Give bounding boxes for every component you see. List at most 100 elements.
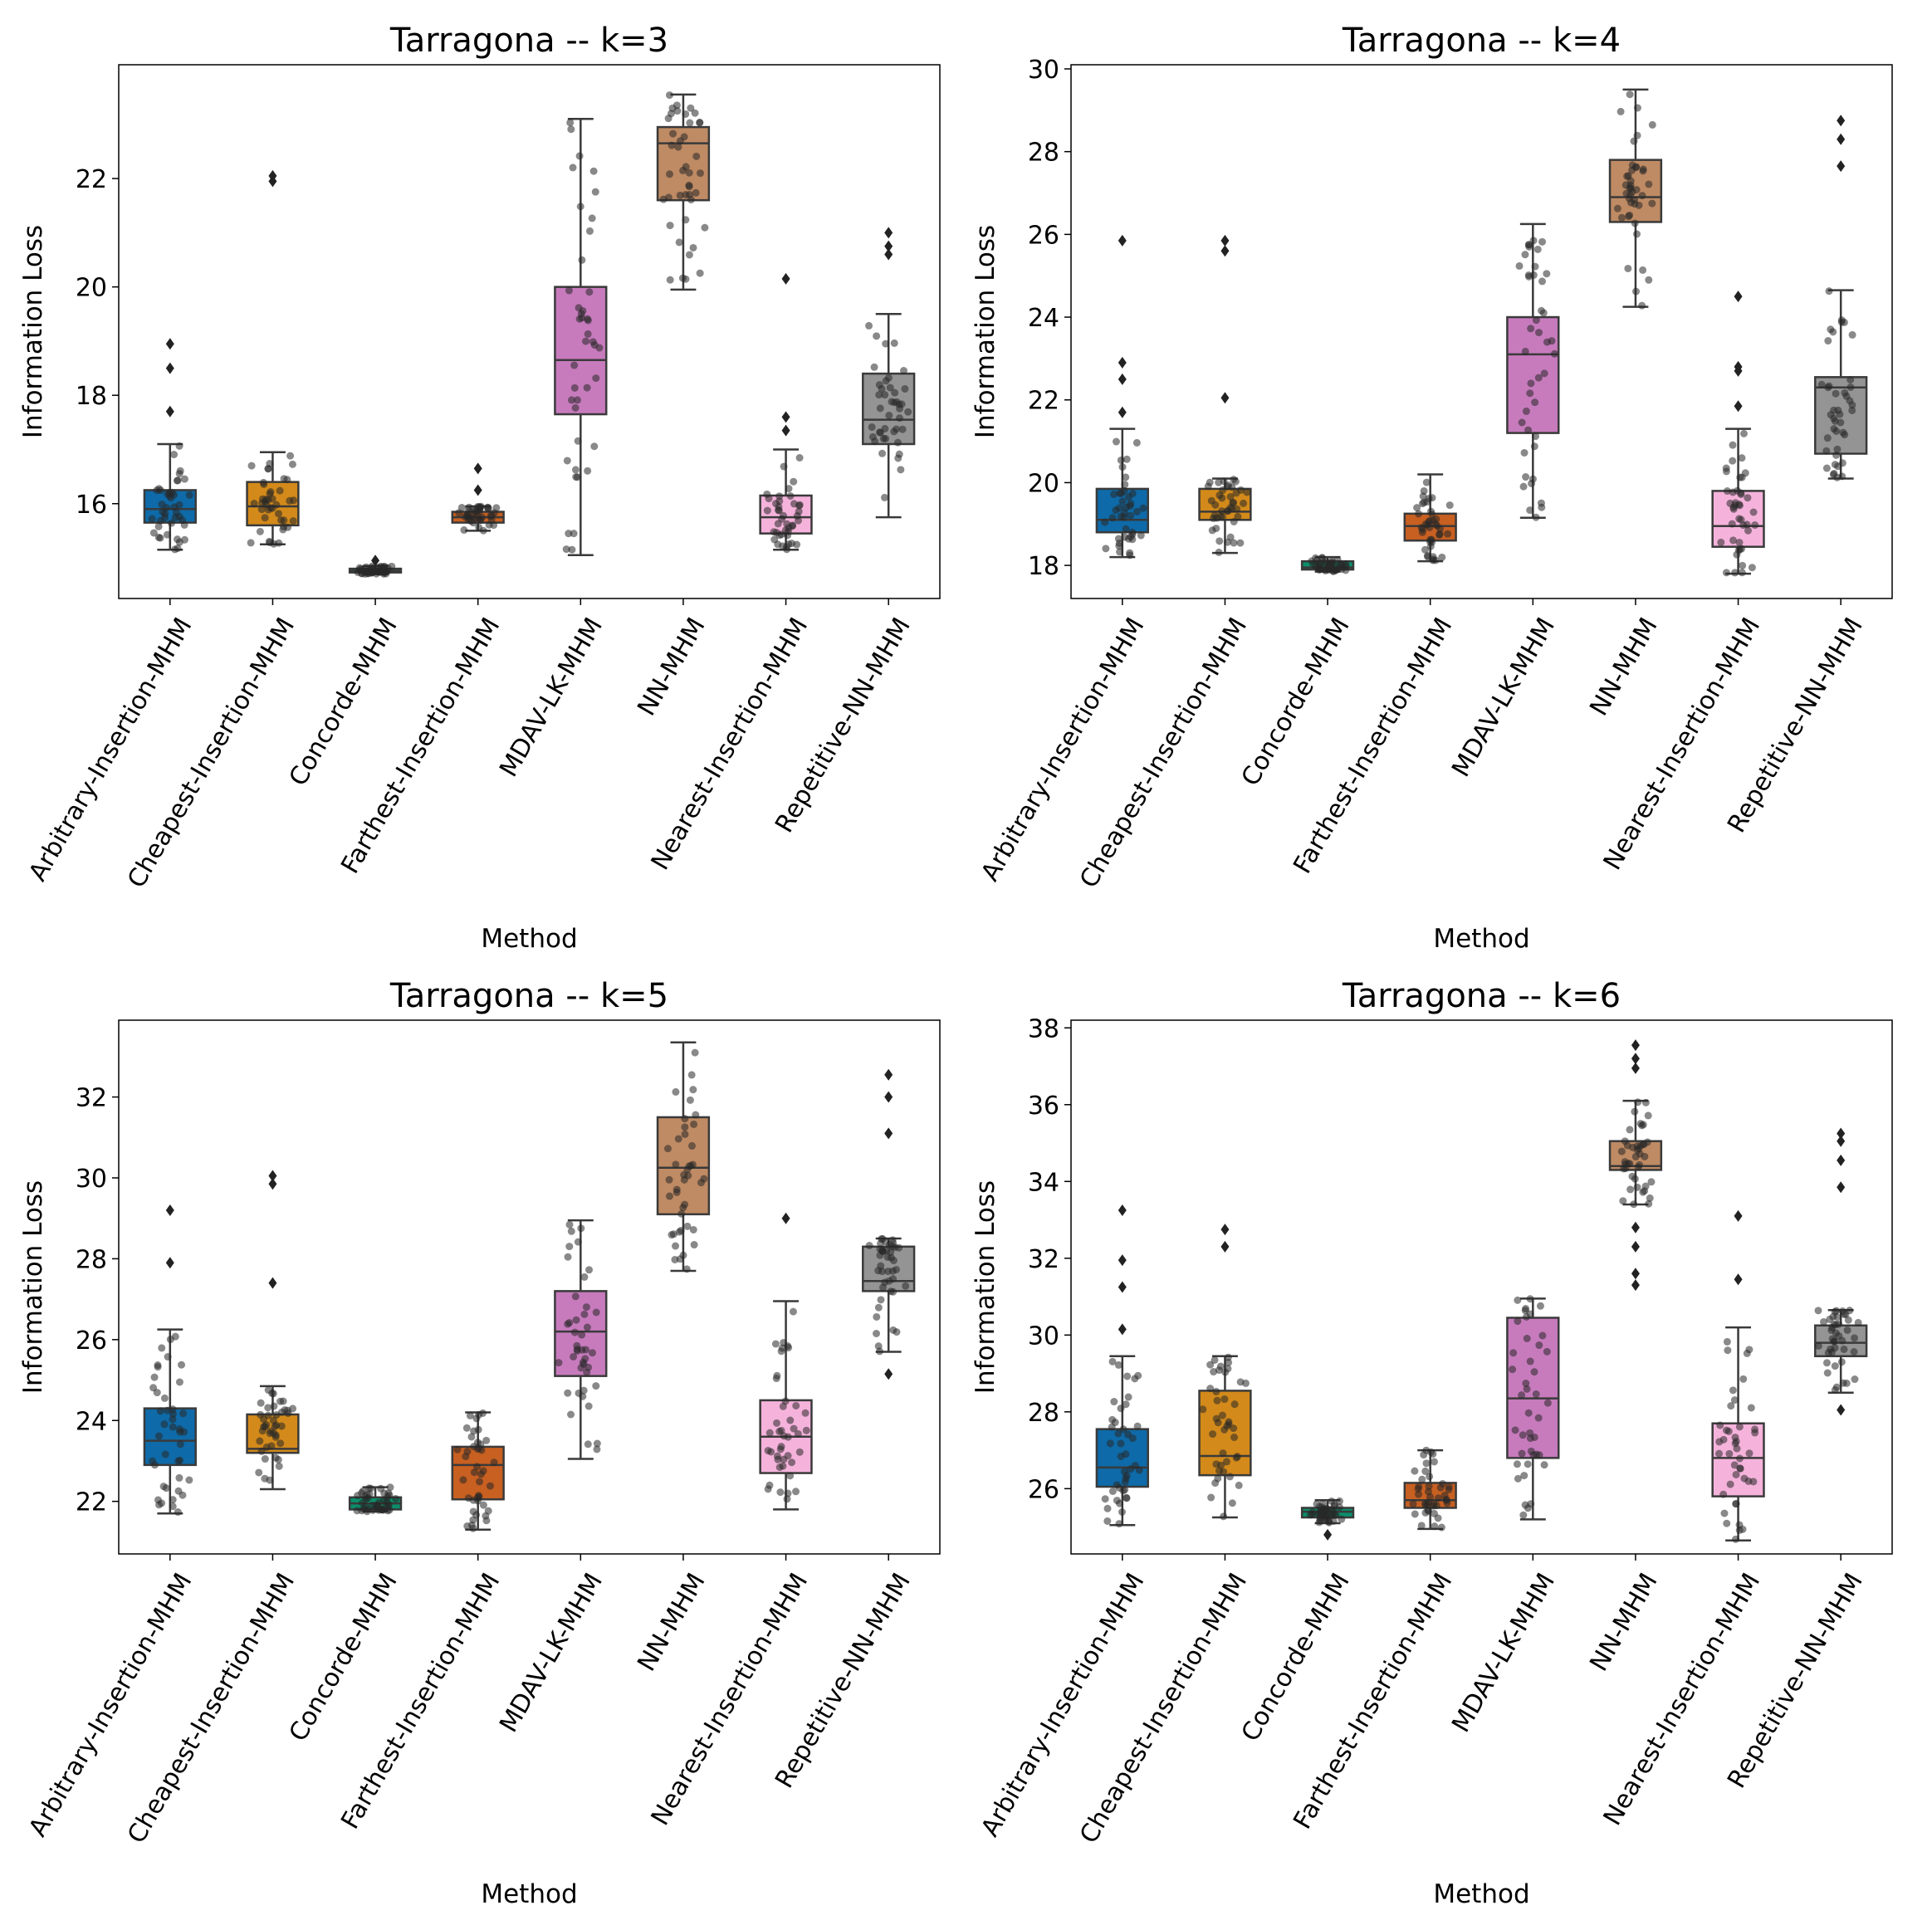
swarm-point (890, 339, 898, 347)
swarm-point (1626, 211, 1634, 219)
outlier-point (165, 405, 174, 418)
swarm-point (1415, 510, 1423, 518)
swarm-point (169, 1502, 177, 1511)
swarm-point (666, 91, 674, 100)
swarm-point (795, 501, 804, 509)
swarm-point (682, 216, 690, 224)
swarm-point (663, 1145, 672, 1153)
swarm-point (681, 1123, 689, 1131)
swarm-point (1531, 398, 1539, 407)
swarm-point (1846, 397, 1854, 405)
swarm-point (269, 1416, 277, 1424)
swarm-point (1127, 511, 1135, 520)
outlier-point (1220, 392, 1230, 404)
swarm-point (1833, 445, 1842, 453)
swarm-point (692, 188, 700, 197)
swarm-point (1735, 515, 1744, 523)
swarm-point (780, 462, 788, 471)
swarm-point (795, 454, 804, 462)
outlier-point (781, 424, 790, 437)
chart-panel-4: Tarragona -- k=6 Information Loss Method 26… (971, 977, 1893, 1909)
swarm-point (585, 227, 594, 235)
swarm-point (1633, 131, 1641, 139)
swarm-point (897, 466, 905, 474)
swarm-point (1215, 1467, 1223, 1475)
x-tick-label: MDAV-LK-MHM (1446, 1568, 1561, 1737)
swarm-point (1538, 237, 1547, 246)
swarm-point (473, 1463, 482, 1471)
y-tick-label: 30 (76, 1165, 107, 1194)
x-tick-label: MDAV-LK-MHM (494, 613, 609, 782)
swarm-point (891, 1243, 899, 1252)
swarm-point (1424, 1500, 1432, 1508)
swarm-point (687, 104, 695, 112)
swarm-point (873, 332, 881, 340)
swarm-point (1431, 520, 1440, 529)
swarm-point (1534, 1414, 1543, 1422)
swarm-point (1112, 437, 1120, 446)
x-axis-label: Method (481, 924, 577, 954)
swarm-point (1720, 1509, 1729, 1517)
swarm-point (1648, 199, 1656, 208)
swarm-point (1744, 526, 1752, 535)
chart-title: Tarragona -- k=3 (389, 22, 668, 60)
x-tick-label: MDAV-LK-MHM (1446, 613, 1561, 782)
swarm-point (1216, 1362, 1225, 1370)
swarm-point (1118, 1508, 1127, 1517)
swarm-point (685, 169, 693, 177)
swarm-point (784, 1341, 792, 1350)
swarm-point (687, 1141, 696, 1150)
swarm-point (1211, 501, 1220, 509)
swarm-point (877, 1296, 885, 1304)
swarm-point (1212, 1387, 1220, 1395)
swarm-point (275, 1462, 283, 1470)
swarm-point (154, 1361, 162, 1370)
swarm-point (675, 238, 683, 247)
swarm-point (1648, 120, 1656, 129)
swarm-point (161, 514, 169, 522)
swarm-point (570, 1352, 578, 1361)
swarm-point (1840, 1345, 1848, 1353)
x-tick-label: Concorde-MHM (284, 613, 404, 791)
swarm-point (571, 403, 580, 412)
swarm-point (1523, 1385, 1531, 1393)
swarm-point (668, 141, 676, 149)
swarm-point (781, 1397, 790, 1405)
swarm-point (876, 1251, 884, 1259)
outlier-point (1631, 1062, 1640, 1074)
outlier-point (1631, 1240, 1640, 1253)
swarm-point (1722, 1426, 1730, 1434)
swarm-point (1738, 454, 1746, 462)
swarm-point (1735, 539, 1744, 547)
box-concorde-mhm (348, 1483, 403, 1516)
outlier-point (884, 1091, 893, 1103)
swarm-point (1123, 455, 1131, 463)
swarm-point (1106, 1439, 1114, 1448)
plot-frame (118, 64, 941, 599)
swarm-point (574, 1238, 582, 1246)
swarm-point (1338, 560, 1346, 569)
swarm-point (1101, 518, 1109, 526)
swarm-point (1832, 1307, 1841, 1315)
swarm-point (1219, 1449, 1227, 1458)
swarm-point (786, 1416, 795, 1424)
swarm-point (276, 486, 284, 495)
swarm-point (1749, 508, 1758, 516)
swarm-point (266, 1476, 274, 1484)
swarm-point (684, 1171, 692, 1180)
swarm-point (1220, 1425, 1229, 1434)
chart-panel-1: Tarragona -- k=3 Information Loss Method 16… (18, 22, 941, 954)
swarm-point (1631, 219, 1639, 227)
swarm-point (247, 462, 256, 470)
swarm-point (255, 1468, 263, 1477)
box-arbitrary-insertion-mhm (143, 1204, 197, 1517)
y-tick-label: 36 (1028, 1092, 1059, 1121)
swarm-point (1626, 1126, 1634, 1134)
swarm-point (1646, 1194, 1654, 1202)
y-tick-label: 20 (1028, 469, 1059, 498)
swarm-point (1236, 1378, 1245, 1386)
swarm-point (659, 195, 668, 203)
swarm-point (1626, 90, 1634, 99)
swarm-point (1511, 1426, 1519, 1434)
swarm-point (289, 517, 297, 525)
